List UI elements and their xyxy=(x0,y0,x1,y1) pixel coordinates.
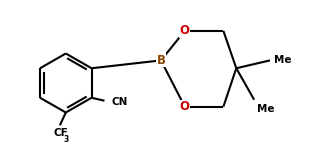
Text: CF: CF xyxy=(54,128,69,138)
Text: 3: 3 xyxy=(64,135,69,144)
Text: Me: Me xyxy=(274,55,291,65)
Text: CN: CN xyxy=(111,97,128,107)
Text: B: B xyxy=(156,54,166,67)
Text: O: O xyxy=(180,100,190,113)
Text: Me: Me xyxy=(257,104,275,114)
Text: O: O xyxy=(180,24,190,37)
